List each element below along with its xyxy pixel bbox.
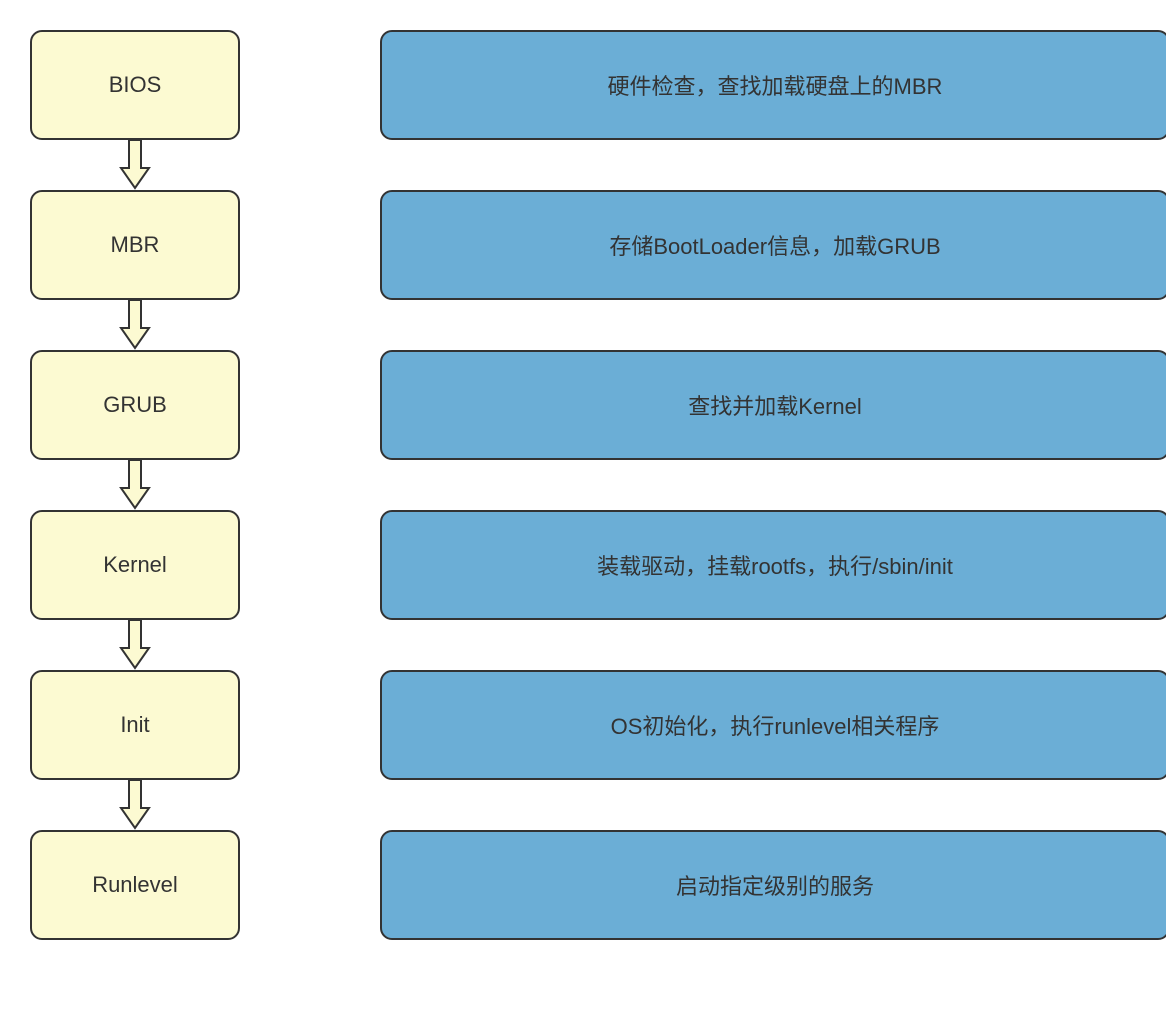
arrow-container	[30, 140, 240, 190]
arrow-down-icon	[119, 300, 151, 350]
flowchart-row: Init OS初始化，执行runlevel相关程序	[20, 670, 1146, 780]
arrow-down-icon	[119, 780, 151, 830]
flowchart-container: BIOS 硬件检查，查找加载硬盘上的MBR MBR 存储BootLoader信息…	[20, 30, 1146, 940]
flowchart-row: Runlevel 启动指定级别的服务	[20, 830, 1146, 940]
flowchart-row: BIOS 硬件检查，查找加载硬盘上的MBR	[20, 30, 1146, 140]
arrow-container	[30, 780, 240, 830]
flowchart-row: MBR 存储BootLoader信息，加载GRUB	[20, 190, 1146, 300]
arrow-down-icon	[119, 140, 151, 190]
description-box-runlevel: 启动指定级别的服务	[380, 830, 1166, 940]
arrow-container	[30, 620, 240, 670]
step-box-init: Init	[30, 670, 240, 780]
step-box-bios: BIOS	[30, 30, 240, 140]
description-box-bios: 硬件检查，查找加载硬盘上的MBR	[380, 30, 1166, 140]
description-box-mbr: 存储BootLoader信息，加载GRUB	[380, 190, 1166, 300]
description-box-init: OS初始化，执行runlevel相关程序	[380, 670, 1166, 780]
step-box-grub: GRUB	[30, 350, 240, 460]
arrow-down-icon	[119, 460, 151, 510]
description-box-grub: 查找并加载Kernel	[380, 350, 1166, 460]
arrow-down-icon	[119, 620, 151, 670]
arrow-container	[30, 300, 240, 350]
flowchart-row: GRUB 查找并加载Kernel	[20, 350, 1146, 460]
step-box-runlevel: Runlevel	[30, 830, 240, 940]
description-box-kernel: 装载驱动，挂载rootfs，执行/sbin/init	[380, 510, 1166, 620]
step-box-kernel: Kernel	[30, 510, 240, 620]
flowchart-row: Kernel 装载驱动，挂载rootfs，执行/sbin/init	[20, 510, 1146, 620]
arrow-container	[30, 460, 240, 510]
step-box-mbr: MBR	[30, 190, 240, 300]
